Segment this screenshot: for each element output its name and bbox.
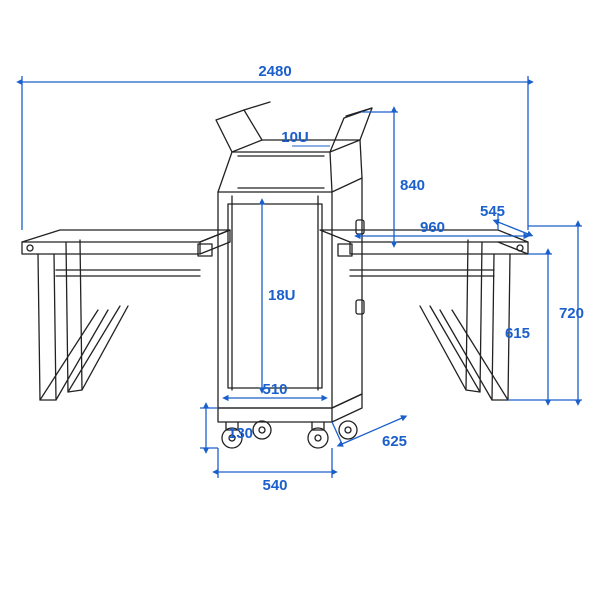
dim-rack-top-unit: 10U [281, 129, 330, 146]
dim-table-depth-value: 960 [420, 219, 445, 236]
dim-total-height: 720 [528, 226, 584, 400]
dim-side-depth-value: 625 [382, 433, 407, 450]
dim-rack-front-unit-value: 18U [268, 287, 296, 304]
technical-drawing: 2480 10U 18U 510 540 130 [0, 0, 600, 600]
dim-upper-height: 840 [362, 112, 425, 242]
dim-inner-width-value: 510 [262, 381, 287, 398]
dim-table-top-width-value: 545 [480, 203, 505, 220]
dim-total-height-value: 720 [559, 305, 584, 322]
dim-table-height: 615 [505, 254, 552, 400]
dim-total-width-value: 2480 [258, 63, 291, 80]
dim-upper-height-value: 840 [400, 177, 425, 194]
left-table [22, 230, 230, 400]
center-rack [216, 102, 372, 448]
dim-side-depth: 625 [332, 408, 407, 450]
dim-total-width: 2480 [22, 63, 528, 230]
dim-table-depth: 960 [360, 219, 524, 236]
dim-rack-front-unit: 18U [262, 204, 296, 388]
dim-inner-width: 510 [228, 381, 322, 398]
right-table [320, 230, 528, 400]
dim-table-height-value: 615 [505, 325, 530, 342]
dim-outer-width: 540 [218, 448, 332, 494]
dim-outer-width-value: 540 [262, 477, 287, 494]
dim-caster-height-value: 130 [228, 425, 253, 442]
dimension-lines: 2480 10U 18U 510 540 130 [22, 63, 584, 494]
dim-rack-top-unit-value: 10U [281, 129, 309, 146]
